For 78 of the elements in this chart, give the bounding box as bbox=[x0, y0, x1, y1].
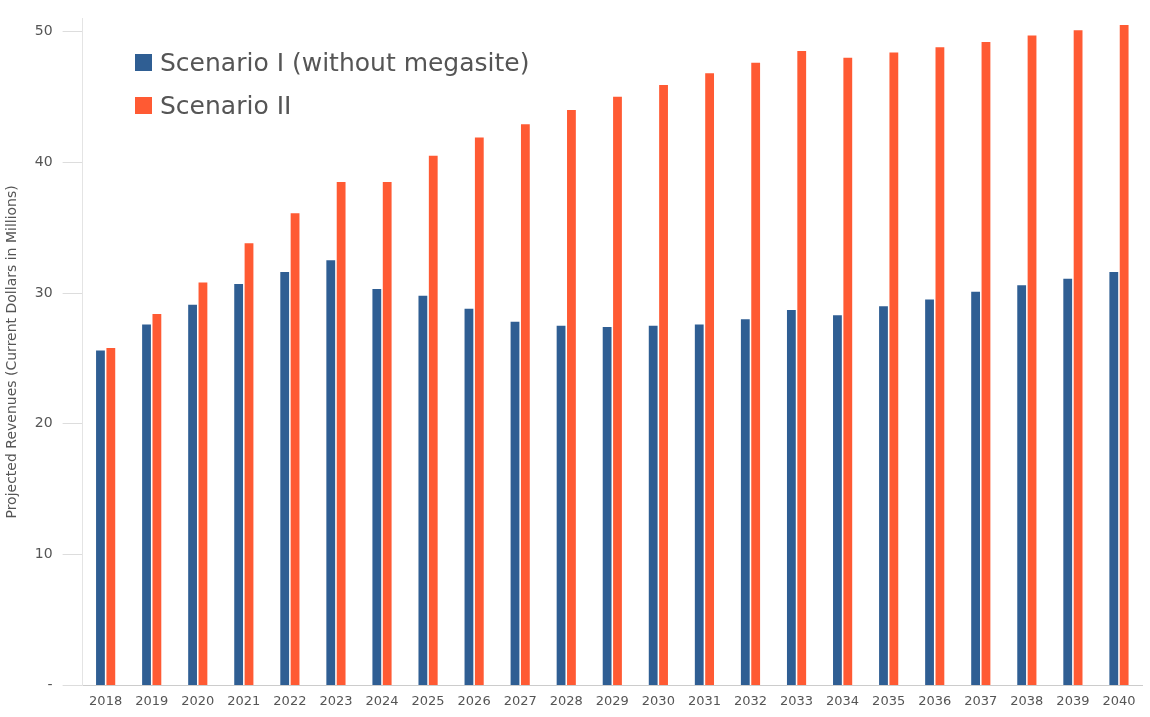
bar bbox=[290, 213, 300, 685]
bar bbox=[602, 327, 612, 685]
bar bbox=[797, 51, 807, 685]
x-tick-label: 2018 bbox=[89, 692, 123, 708]
x-tick-label: 2030 bbox=[641, 692, 675, 708]
bar bbox=[1063, 278, 1073, 685]
x-tick-label: 2027 bbox=[503, 692, 537, 708]
y-axis-title: Projected Revenues (Current Dollars in Millions) bbox=[3, 185, 20, 519]
bar bbox=[567, 109, 576, 685]
x-tick-label: 2022 bbox=[273, 692, 307, 708]
bar bbox=[556, 325, 566, 685]
bar bbox=[925, 299, 934, 685]
bar bbox=[879, 306, 888, 685]
bar bbox=[1027, 35, 1037, 685]
bar bbox=[510, 321, 520, 685]
bar bbox=[740, 319, 750, 685]
bar bbox=[474, 137, 484, 685]
bar bbox=[971, 291, 981, 685]
y-tick-label: 30 bbox=[34, 283, 53, 300]
x-tick-label: 2037 bbox=[964, 692, 998, 708]
bar bbox=[613, 96, 622, 685]
bar bbox=[142, 324, 151, 685]
bar bbox=[843, 57, 853, 685]
bar bbox=[96, 350, 105, 685]
bar bbox=[1073, 30, 1083, 685]
x-tick-label: 2031 bbox=[687, 692, 721, 708]
x-tick-label: 2023 bbox=[319, 692, 353, 708]
x-tick-label: 2032 bbox=[733, 692, 768, 708]
bar bbox=[705, 73, 715, 685]
legend-label: Scenario II bbox=[160, 91, 292, 120]
y-tick-label: 20 bbox=[34, 414, 53, 431]
x-tick-label: 2034 bbox=[826, 692, 860, 708]
x-tick-label: 2038 bbox=[1010, 692, 1044, 708]
bar bbox=[428, 155, 438, 685]
bar bbox=[280, 272, 290, 685]
bar bbox=[106, 347, 116, 685]
bar bbox=[326, 260, 336, 685]
x-tick-label: 2040 bbox=[1102, 692, 1136, 708]
x-tick-label: 2025 bbox=[411, 692, 445, 708]
bar bbox=[935, 47, 945, 685]
bar bbox=[382, 181, 392, 685]
bar bbox=[336, 181, 346, 685]
y-tick-label: 40 bbox=[34, 152, 53, 169]
x-tick-label: 2039 bbox=[1056, 692, 1090, 708]
bar bbox=[833, 315, 842, 685]
x-tick-label: 2019 bbox=[135, 692, 169, 708]
bar bbox=[152, 313, 162, 685]
bar bbox=[234, 283, 244, 685]
y-tick-label: - bbox=[47, 676, 53, 693]
x-tick-label: 2028 bbox=[549, 692, 583, 708]
bar bbox=[188, 304, 197, 685]
x-tick-label: 2033 bbox=[780, 692, 814, 708]
bar bbox=[418, 295, 428, 685]
bar bbox=[648, 325, 658, 685]
x-tick-label: 2021 bbox=[227, 692, 261, 708]
x-tick-label: 2026 bbox=[457, 692, 491, 708]
x-tick-label: 2020 bbox=[181, 692, 215, 708]
y-tick-label: 50 bbox=[34, 22, 53, 39]
bar bbox=[1119, 24, 1129, 685]
x-tick-label: 2029 bbox=[595, 692, 629, 708]
bar bbox=[198, 282, 208, 685]
x-tick-label: 2036 bbox=[918, 692, 952, 708]
bar bbox=[464, 308, 474, 685]
bar bbox=[786, 310, 796, 685]
y-tick-label: 10 bbox=[34, 545, 53, 562]
bar bbox=[372, 289, 382, 685]
x-tick-label: 2035 bbox=[872, 692, 906, 708]
bar bbox=[694, 324, 704, 685]
bar bbox=[1109, 272, 1119, 685]
x-tick-label: 2024 bbox=[365, 692, 399, 708]
bar bbox=[520, 124, 530, 685]
bar bbox=[659, 85, 668, 685]
bar bbox=[1017, 285, 1027, 685]
legend-label: Scenario I (without megasite) bbox=[160, 48, 530, 77]
bar bbox=[751, 62, 761, 685]
bar bbox=[889, 52, 899, 685]
bar bbox=[244, 243, 254, 685]
bar bbox=[981, 41, 991, 685]
